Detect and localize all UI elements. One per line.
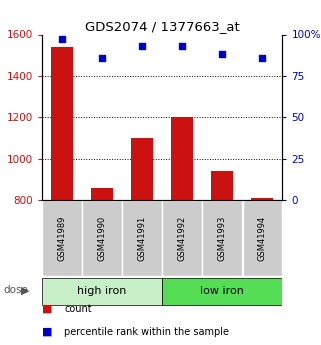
Point (260, 55, 265, 60)
Bar (162, 277, 282, 306)
Bar (162, 200, 202, 276)
Point (180, 43, 185, 49)
Text: high iron: high iron (77, 286, 126, 296)
Bar (122, 200, 162, 276)
Point (100, 55, 105, 60)
Text: count: count (64, 304, 92, 314)
Text: dose: dose (3, 285, 28, 295)
Text: GSM41994: GSM41994 (258, 215, 267, 261)
Text: GSM41992: GSM41992 (178, 215, 187, 261)
Text: GSM41993: GSM41993 (218, 215, 227, 261)
Bar (42, 277, 162, 306)
Point (220, 52, 225, 57)
Bar (243, 200, 282, 276)
Text: GSM41990: GSM41990 (97, 215, 107, 261)
Point (140, 43, 145, 49)
Bar (251, 198, 273, 200)
Title: GDS2074 / 1377663_at: GDS2074 / 1377663_at (85, 20, 239, 33)
Bar (211, 171, 233, 200)
Text: ■: ■ (42, 327, 52, 337)
Text: ■: ■ (42, 304, 52, 314)
Bar (203, 200, 242, 276)
Text: GSM41991: GSM41991 (137, 215, 147, 261)
Text: low iron: low iron (200, 286, 244, 296)
Bar (91, 188, 113, 200)
Bar (171, 117, 193, 200)
Bar (82, 200, 122, 276)
Bar (131, 138, 153, 200)
Text: ▶: ▶ (21, 286, 29, 296)
Bar (42, 200, 82, 276)
Bar (51, 47, 73, 200)
Text: GSM41989: GSM41989 (57, 215, 66, 261)
Text: percentile rank within the sample: percentile rank within the sample (64, 327, 229, 337)
Point (59, 37, 64, 42)
